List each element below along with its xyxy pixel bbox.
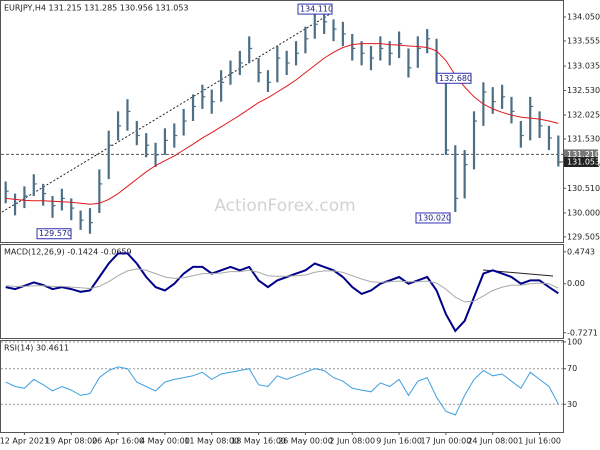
annotation-box bbox=[436, 72, 472, 84]
annotation-box bbox=[415, 212, 451, 224]
price-title: EURJPY,H4 131.215 131.285 130.956 131.05… bbox=[4, 4, 189, 13]
price-label: 131.053 bbox=[567, 157, 600, 166]
y-tick-label: 130.000 bbox=[567, 208, 600, 217]
price-panel bbox=[0, 0, 564, 243]
y-tick-label: 129.505 bbox=[567, 232, 600, 241]
annotation: 130.020 bbox=[418, 213, 451, 222]
y-tick-label: 100 bbox=[567, 338, 582, 347]
y-tick-label: 130.510 bbox=[567, 184, 600, 193]
annotation: 134.110 bbox=[300, 5, 333, 14]
line-series bbox=[5, 366, 559, 416]
x-tick-label: 9 Jun 16:00 bbox=[376, 437, 422, 446]
trend-line bbox=[1, 13, 331, 213]
y-tick-label: 133.035 bbox=[567, 62, 600, 71]
line-series bbox=[5, 43, 559, 205]
macd-title: MACD(12,26,9) -0.1424 -0.0659 bbox=[4, 248, 132, 257]
watermark: ActionForex.com bbox=[214, 196, 355, 216]
x-tick-label: 26 May 00:00 bbox=[278, 437, 333, 446]
rsi-panel bbox=[0, 340, 564, 433]
x-tick-label: 11 May 08:00 bbox=[184, 437, 239, 446]
x-tick-label: 17 Jun 00:00 bbox=[421, 437, 472, 446]
macd-panel bbox=[0, 244, 564, 339]
price-label-box bbox=[564, 149, 598, 160]
annotation: 132.680 bbox=[439, 74, 472, 83]
x-tick-label: 18 May 16:00 bbox=[231, 437, 286, 446]
y-tick-label: -0.7271 bbox=[567, 328, 598, 337]
line-series bbox=[5, 268, 559, 303]
y-tick-label: 0.4743 bbox=[567, 247, 595, 256]
y-tick-label: 134.050 bbox=[567, 12, 600, 21]
rsi-title: RSI(14) 30.4611 bbox=[4, 344, 69, 353]
annotation-box bbox=[36, 228, 72, 240]
line-series bbox=[5, 252, 559, 333]
y-tick-label: 132.530 bbox=[567, 86, 600, 95]
y-tick-label: 131.530 bbox=[567, 134, 600, 143]
x-tick-label: 1 Jul 16:00 bbox=[518, 437, 561, 446]
x-tick-label: 4 May 00:00 bbox=[140, 437, 190, 446]
price-label: 131.210 bbox=[567, 150, 600, 159]
price-label-box bbox=[564, 156, 598, 167]
y-tick-label: 70 bbox=[567, 364, 577, 373]
x-tick-label: 2 Jun 08:00 bbox=[329, 437, 375, 446]
annotation-box bbox=[297, 3, 333, 15]
y-tick-label: 30 bbox=[567, 400, 577, 409]
x-tick-label: 19 Apr 08:00 bbox=[45, 437, 97, 446]
x-tick-label: 12 Apr 2021 bbox=[0, 437, 49, 446]
x-tick-label: 24 Jun 08:00 bbox=[467, 437, 518, 446]
y-tick-label: 0.00 bbox=[567, 279, 585, 288]
y-tick-label: 133.555 bbox=[567, 36, 600, 45]
x-tick-label: 26 Apr 16:00 bbox=[92, 437, 144, 446]
y-tick-label: 132.025 bbox=[567, 110, 600, 119]
annotation: 129.570 bbox=[39, 229, 72, 238]
